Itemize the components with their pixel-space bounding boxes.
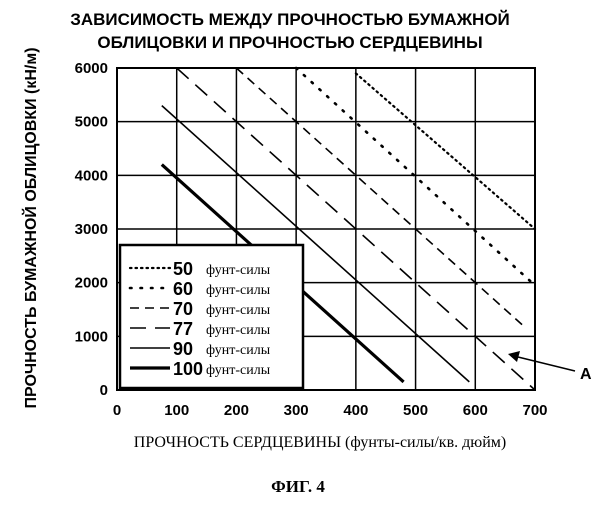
y-tick-3000: 3000 — [75, 221, 108, 238]
legend-label-77: 77 — [173, 319, 193, 339]
legend-unit-70: фунт-силы — [206, 303, 271, 318]
x-tick-400: 400 — [343, 402, 368, 419]
annotation-a: A — [508, 351, 592, 383]
y-tick-4000: 4000 — [75, 167, 108, 184]
legend-unit-90: фунт-силы — [206, 343, 271, 358]
series-line-50 — [356, 73, 535, 229]
x-tick-700: 700 — [522, 402, 547, 419]
chart-title-line-2: ОБЛИЦОВКИ И ПРОЧНОСТЬЮ СЕРДЦЕВИНЫ — [97, 33, 482, 52]
annotation-arrowhead — [508, 351, 520, 362]
figure-caption: ФИГ. 4 — [271, 477, 325, 496]
annotation-leader — [518, 357, 575, 371]
x-tick-labels: 0 100 200 300 400 500 600 700 — [113, 402, 548, 419]
legend-unit-60: фунт-силы — [206, 283, 271, 298]
y-axis-label: ПРОЧНОСТЬ БУМАЖНОЙ ОБЛИЦОВКИ (кН/м) — [21, 47, 40, 408]
y-tick-2000: 2000 — [75, 275, 108, 292]
y-tick-6000: 6000 — [75, 60, 108, 77]
y-tick-labels: 0 1000 2000 3000 4000 5000 6000 — [75, 60, 108, 399]
x-tick-500: 500 — [403, 402, 428, 419]
x-tick-300: 300 — [284, 402, 309, 419]
legend-unit-100: фунт-силы — [206, 363, 271, 378]
y-tick-1000: 1000 — [75, 328, 108, 345]
chart-title-line-1: ЗАВИСИМОСТЬ МЕЖДУ ПРОЧНОСТЬЮ БУМАЖНОЙ — [70, 10, 510, 29]
y-tick-0: 0 — [100, 382, 108, 399]
legend-unit-50: фунт-силы — [206, 263, 271, 278]
x-tick-100: 100 — [164, 402, 189, 419]
legend-label-100: 100 — [173, 359, 203, 379]
legend-label-60: 60 — [173, 279, 193, 299]
legend: 50 фунт-силы 60 фунт-силы 70 фунт-силы 77 фунт-… — [120, 245, 303, 388]
legend-unit-77: фунт-силы — [206, 323, 271, 338]
annotation-label: A — [580, 366, 592, 383]
legend-label-50: 50 — [173, 259, 193, 279]
y-tick-5000: 5000 — [75, 114, 108, 131]
legend-label-70: 70 — [173, 299, 193, 319]
x-tick-600: 600 — [463, 402, 488, 419]
x-axis-label: ПРОЧНОСТЬ СЕРДЦЕВИНЫ (фунты-силы/кв. дюй… — [134, 434, 506, 451]
x-tick-200: 200 — [224, 402, 249, 419]
x-tick-0: 0 — [113, 402, 121, 419]
legend-label-90: 90 — [173, 339, 193, 359]
